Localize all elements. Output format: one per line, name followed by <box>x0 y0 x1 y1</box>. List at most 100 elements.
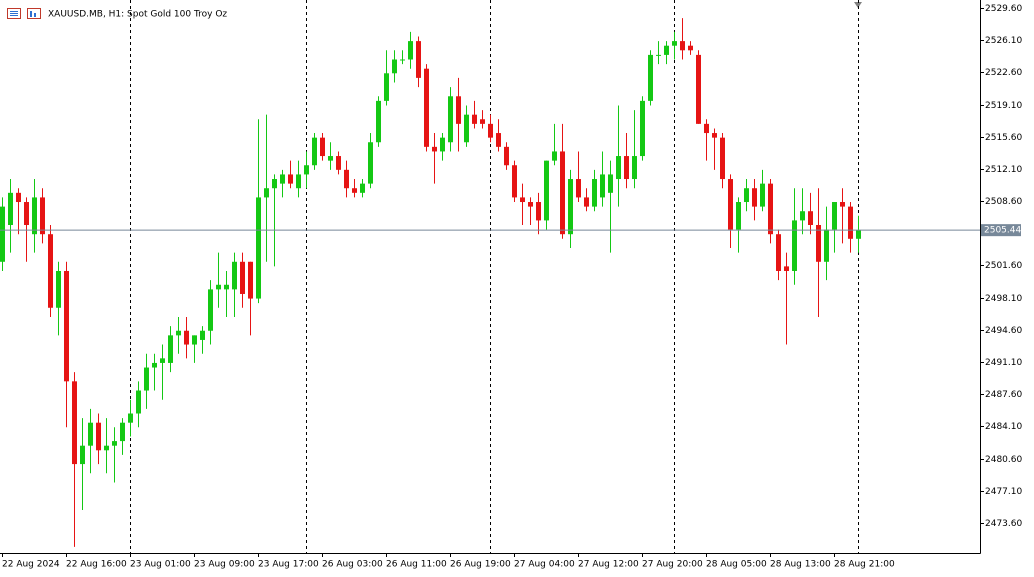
candle-body <box>240 261 245 294</box>
x-tick-label: 27 Aug 04:00 <box>514 560 575 570</box>
x-tick-label: 27 Aug 20:00 <box>642 560 703 570</box>
candle-body <box>648 54 653 101</box>
x-tick-label: 23 Aug 09:00 <box>194 560 255 570</box>
candle-body <box>144 367 149 391</box>
candle-body <box>640 100 645 157</box>
candle-body <box>616 156 621 180</box>
x-tick-label: 26 Aug 03:00 <box>322 560 383 570</box>
candle-body <box>504 146 509 166</box>
candle-body <box>392 59 397 74</box>
candle-body <box>400 59 405 61</box>
candle-body <box>320 137 325 157</box>
last-price-label: 2505.44 <box>984 226 1021 236</box>
candle-body <box>72 381 77 465</box>
candle-body <box>288 174 293 184</box>
candle-body <box>336 156 341 170</box>
candle-body <box>624 156 629 180</box>
candle-body <box>88 422 93 446</box>
y-tick-label: 2526.10 <box>985 36 1022 46</box>
candle-body <box>272 179 277 189</box>
candle-body <box>0 206 5 262</box>
candle-body <box>784 266 789 271</box>
candle-body <box>384 73 389 101</box>
candle-body <box>304 165 309 175</box>
y-tick-label: 2477.10 <box>985 487 1022 497</box>
candle-body <box>712 133 717 138</box>
y-tick-label: 2512.10 <box>985 165 1022 175</box>
candle-body <box>480 119 485 124</box>
candle-body <box>328 156 333 161</box>
candle-body <box>232 261 237 290</box>
candle-body <box>368 142 373 184</box>
candle-body <box>32 197 37 235</box>
candle-body <box>296 174 301 189</box>
candle-body <box>840 202 845 207</box>
candle-body <box>104 445 109 451</box>
candle-body <box>120 422 125 442</box>
candle-body <box>280 174 285 184</box>
candle-body <box>552 151 557 161</box>
x-tick-label: 23 Aug 17:00 <box>258 560 319 570</box>
x-tick-label: 28 Aug 21:00 <box>834 560 895 570</box>
candle-body <box>656 54 661 56</box>
candle-body <box>752 188 757 207</box>
candle-body <box>360 183 365 193</box>
candle-body <box>848 206 853 239</box>
y-tick-label: 2522.60 <box>985 68 1022 78</box>
separators <box>130 0 859 553</box>
candle-body <box>520 197 525 203</box>
candle-body <box>528 202 533 207</box>
candle-body <box>416 41 421 78</box>
x-tick-label: 28 Aug 13:00 <box>770 560 831 570</box>
candle-body <box>136 390 141 414</box>
y-tick-label: 2480.60 <box>985 455 1022 465</box>
candle-body <box>688 45 693 51</box>
candles <box>0 18 980 547</box>
y-tick-label: 2494.60 <box>985 326 1022 336</box>
candle-body <box>736 202 741 230</box>
candle-body <box>544 160 549 221</box>
candle-body <box>224 284 229 290</box>
candle-body <box>680 41 685 51</box>
y-tick-label: 2473.60 <box>985 519 1022 529</box>
candle-body <box>112 441 117 446</box>
y-tick-label: 2508.60 <box>985 197 1022 207</box>
x-tick-label: 28 Aug 05:00 <box>706 560 767 570</box>
candle-body <box>80 445 85 465</box>
candle-body <box>608 174 613 193</box>
candle-body <box>576 179 581 198</box>
chart-title: XAUUSD.MB, H1: Spot Gold 100 Troy Oz <box>48 10 227 20</box>
candle-body <box>56 270 61 308</box>
candle-body <box>216 284 221 290</box>
candle-body <box>672 41 677 46</box>
candle-body <box>200 330 205 340</box>
candle-body <box>776 234 781 271</box>
candle-body <box>248 261 253 299</box>
candle-body <box>824 229 829 262</box>
candle-body <box>256 197 261 299</box>
candle-body <box>744 188 749 203</box>
candle-body <box>208 289 213 331</box>
x-tick-label: 23 Aug 01:00 <box>130 560 191 570</box>
candle-body <box>432 146 437 152</box>
candle-body <box>424 68 429 147</box>
last-price-box <box>981 224 1021 237</box>
shift-marker <box>854 2 862 8</box>
candle-body <box>128 413 133 423</box>
candle-body <box>592 179 597 207</box>
y-tick-label: 2515.60 <box>985 133 1022 143</box>
candle-body <box>192 335 197 345</box>
candle-body <box>352 188 357 193</box>
candle-body <box>312 137 317 166</box>
candle-body <box>24 202 29 226</box>
y-tick-label: 2498.10 <box>985 294 1022 304</box>
x-tick-label: 22 Aug 16:00 <box>66 560 127 570</box>
candle-body <box>176 330 181 336</box>
candle-body <box>40 197 45 235</box>
candle-body <box>184 330 189 345</box>
candle-body <box>856 230 861 239</box>
y-tick-label: 2501.60 <box>985 261 1022 271</box>
candle-body <box>632 156 637 180</box>
